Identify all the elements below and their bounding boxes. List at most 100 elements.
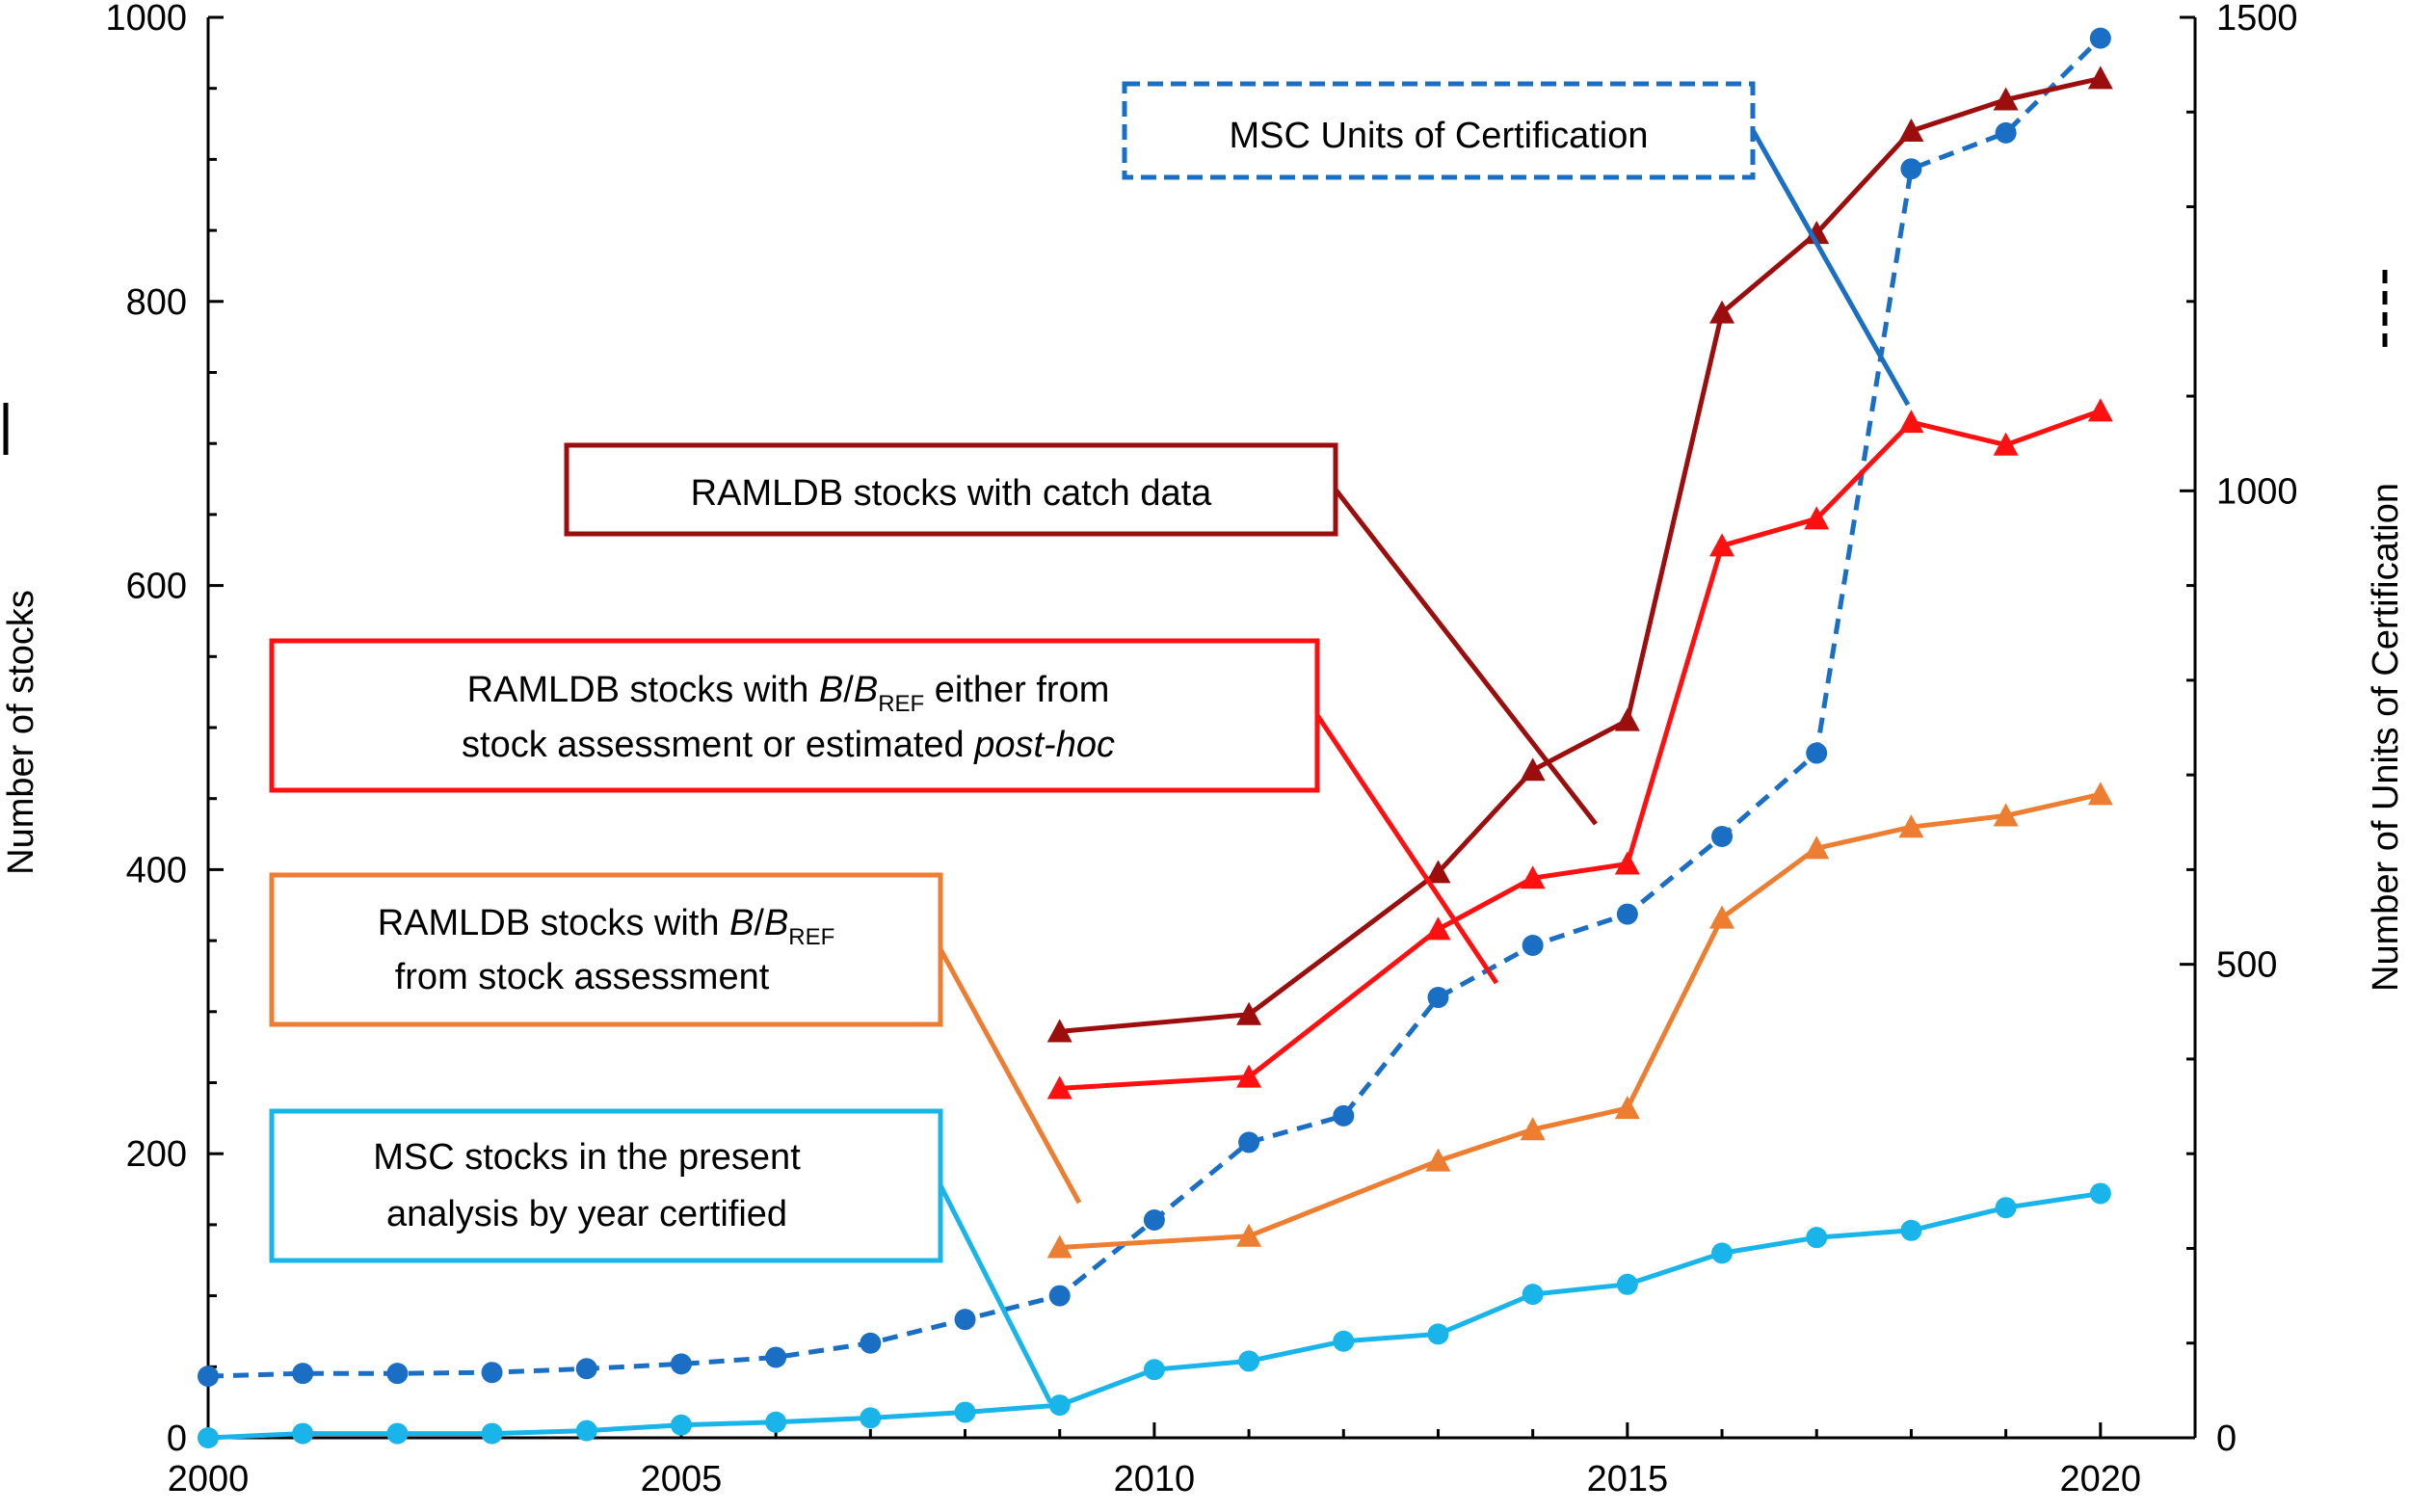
annotation-text-line-2: analysis by year certified xyxy=(386,1194,787,1234)
data-point-ramldb_catch xyxy=(1425,860,1451,884)
data-point-ramldb_catch xyxy=(1993,87,2019,111)
right-axis-title: Number of Units of Certification xyxy=(2366,483,2406,992)
data-point-msc_units xyxy=(670,1353,692,1375)
data-point-ramldb_bref_assess xyxy=(1993,803,2019,827)
data-point-msc_stocks xyxy=(2089,1182,2111,1205)
data-point-msc_stocks xyxy=(1048,1394,1071,1417)
x-tick-label: 2020 xyxy=(2060,1459,2142,1499)
data-point-msc_units xyxy=(481,1362,503,1384)
data-point-ramldb_catch xyxy=(1046,1019,1072,1043)
annotation-leader xyxy=(938,1183,1053,1404)
data-point-ramldb_bref_assess xyxy=(1425,1148,1451,1172)
data-point-msc_units xyxy=(575,1358,597,1380)
data-point-ramldb_bref_all xyxy=(1046,1075,1072,1100)
data-point-msc_units xyxy=(954,1309,976,1331)
data-point-msc_units xyxy=(1995,121,2017,144)
data-point-msc_stocks xyxy=(481,1422,503,1445)
data-point-msc_stocks xyxy=(1238,1350,1260,1372)
y-left-tick-label: 1000 xyxy=(105,0,187,39)
annotation-box xyxy=(1122,81,1756,180)
y-left-tick-label: 600 xyxy=(126,567,187,607)
data-point-ramldb_bref_all xyxy=(1520,865,1546,889)
markers-layer xyxy=(198,27,2113,1448)
data-point-msc_units xyxy=(1522,935,1544,957)
data-point-msc_stocks xyxy=(575,1419,597,1442)
data-point-msc_stocks xyxy=(670,1414,692,1436)
data-point-msc_units xyxy=(2089,27,2111,49)
data-point-ramldb_bref_assess xyxy=(1898,814,1924,838)
data-point-ramldb_bref_assess xyxy=(1520,1117,1546,1141)
annotation-text: MSC Units of Certification xyxy=(1229,116,1648,156)
data-point-msc_stocks xyxy=(1711,1242,1734,1264)
annotation-box xyxy=(269,638,1320,793)
y-right-tick-label: 0 xyxy=(2216,1419,2237,1459)
y-right-tick-label: 1500 xyxy=(2216,0,2298,39)
y-left-tick-label: 800 xyxy=(126,282,187,323)
data-point-ramldb_bref_all xyxy=(1709,533,1735,557)
data-point-ramldb_catch xyxy=(1709,300,1735,324)
data-point-msc_units xyxy=(292,1363,314,1385)
data-point-ramldb_bref_all xyxy=(1804,506,1830,530)
data-point-ramldb_catch xyxy=(2087,66,2113,90)
data-point-msc_units xyxy=(1048,1285,1071,1307)
data-point-ramldb_bref_all xyxy=(1425,916,1451,941)
data-point-msc_units xyxy=(1900,158,1922,180)
annotation-leader xyxy=(938,947,1082,1205)
data-point-msc_stocks xyxy=(292,1422,314,1445)
x-tick-label: 2000 xyxy=(168,1459,250,1499)
annotation-ramldb-catch: RAMLDB stocks with catch data xyxy=(564,442,1598,826)
y-right-tick-label: 1000 xyxy=(2216,471,2298,512)
axes: 0 200 400 600 800 1000 0 500 1000 1500 2000 2005 201… xyxy=(105,0,2297,1499)
annotation-ramldb-bref-assess: RAMLDB stocks with B/BREF from stock ass… xyxy=(269,872,1082,1205)
data-point-msc_units xyxy=(1238,1131,1260,1154)
data-point-msc_stocks xyxy=(1900,1219,1922,1241)
annotation-text-line-2: from stock assessment xyxy=(395,957,770,997)
data-point-ramldb_bref_assess xyxy=(1709,905,1735,929)
data-point-msc_stocks xyxy=(1522,1284,1544,1306)
data-point-ramldb_bref_all xyxy=(1898,410,1924,434)
data-point-ramldb_bref_all xyxy=(2087,398,2113,422)
data-point-msc_units xyxy=(1806,742,1828,764)
data-point-ramldb_catch xyxy=(1898,118,1924,142)
data-point-msc_units xyxy=(1427,987,1449,1009)
data-point-ramldb_catch xyxy=(1236,1001,1262,1025)
data-point-msc_stocks xyxy=(1616,1273,1638,1295)
data-point-msc_stocks xyxy=(765,1411,787,1433)
data-point-ramldb_bref_all xyxy=(1236,1064,1262,1088)
annotation-msc-units: MSC Units of Certification xyxy=(1122,81,1911,407)
annotation-box xyxy=(269,1108,943,1263)
data-point-msc_stocks xyxy=(1143,1359,1165,1381)
data-point-msc_stocks xyxy=(1427,1323,1449,1345)
annotation-box xyxy=(269,872,943,1027)
annotation-leader xyxy=(1750,128,1911,407)
annotation-text: RAMLDB stocks with catch data xyxy=(691,473,1213,514)
y-right-tick-label: 500 xyxy=(2216,945,2277,986)
annotation-box xyxy=(564,442,1338,537)
x-tick-label: 2010 xyxy=(1114,1459,1196,1499)
y-left-tick-label: 0 xyxy=(167,1419,187,1459)
annotation-text-line-1: RAMLDB stocks with B/BREF either from xyxy=(467,670,1110,717)
x-tick-label: 2015 xyxy=(1587,1459,1669,1499)
annotation-text-line-1: MSC stocks in the present xyxy=(373,1137,801,1178)
series-line-ramldb_bref_all xyxy=(1059,408,2102,1091)
data-point-ramldb_bref_all xyxy=(1993,432,2019,456)
annotation-leader xyxy=(1334,488,1598,826)
data-point-msc_units xyxy=(860,1332,882,1354)
data-point-msc_stocks xyxy=(1995,1197,2017,1219)
data-point-msc_units xyxy=(765,1346,787,1368)
data-point-msc_stocks xyxy=(198,1427,219,1448)
data-point-ramldb_catch xyxy=(1520,757,1546,782)
data-point-msc_units xyxy=(386,1363,409,1385)
data-point-msc_stocks xyxy=(386,1422,409,1445)
left-axis-title: Number of stocks xyxy=(1,590,41,875)
data-point-ramldb_bref_assess xyxy=(1046,1234,1072,1259)
data-point-ramldb_bref_assess xyxy=(1804,836,1830,860)
y-left-tick-label: 400 xyxy=(126,850,187,890)
x-tick-label: 2005 xyxy=(641,1459,723,1499)
annotation-text-line-2: stock assessment or estimated post-hoc xyxy=(462,725,1115,765)
annotation-msc-stocks: MSC stocks in the present analysis by ye… xyxy=(269,1108,1053,1404)
data-point-msc_stocks xyxy=(1333,1330,1355,1352)
data-point-msc_stocks xyxy=(954,1401,976,1423)
data-point-ramldb_bref_assess xyxy=(2087,782,2113,806)
